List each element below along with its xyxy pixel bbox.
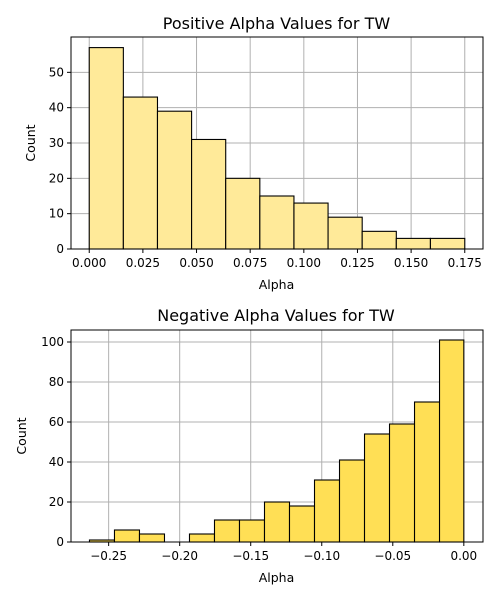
- chart-title: Positive Alpha Values for TW: [163, 14, 391, 33]
- histogram-bar: [388, 423, 416, 543]
- x-tick-label: −0.25: [90, 549, 127, 563]
- axis-ticks: −0.25 −0.20 −0.15 −0.10 −0.05 0.00 0 20 40 60 80 10…: [41, 335, 477, 563]
- histogram-bar: [259, 195, 295, 250]
- y-tick-label: 60: [49, 415, 64, 429]
- histogram-bar: [438, 339, 465, 543]
- histogram-bar: [122, 96, 159, 250]
- histogram-bars: [88, 339, 465, 543]
- histogram-bar: [88, 47, 124, 250]
- histogram-bar: [238, 519, 266, 543]
- x-tick-label: 0.050: [179, 256, 213, 270]
- histogram-bar: [188, 533, 216, 543]
- x-axis-label: Alpha: [259, 570, 295, 585]
- histogram-bar: [363, 433, 391, 543]
- chart-title: Negative Alpha Values for TW: [157, 306, 395, 325]
- histogram-bar: [213, 519, 241, 543]
- histogram-bar: [313, 479, 341, 543]
- histogram-bar: [156, 110, 193, 250]
- x-tick-label: 0.175: [448, 256, 482, 270]
- x-axis-label: Alpha: [259, 277, 295, 292]
- x-tick-label: 0.00: [450, 549, 477, 563]
- x-tick-label: −0.10: [303, 549, 340, 563]
- y-axis-label: Count: [23, 124, 38, 161]
- x-tick-label: 0.150: [394, 256, 428, 270]
- axis-ticks: 0.000 0.025 0.050 0.075 0.100 0.125 0.150 0.175…: [49, 65, 482, 270]
- x-tick-label: −0.15: [232, 549, 269, 563]
- histogram-bar: [191, 138, 227, 250]
- x-tick-label: 0.125: [340, 256, 374, 270]
- y-tick-label: 0: [56, 535, 64, 549]
- histogram-bar: [429, 237, 466, 250]
- x-tick-label: −0.05: [374, 549, 411, 563]
- x-tick-label: −0.20: [161, 549, 198, 563]
- histogram-bar: [413, 401, 441, 543]
- y-tick-label: 30: [49, 136, 64, 150]
- negative-alpha-chart: Negative Alpha Values for TW −0.25 −0.20−…: [14, 306, 484, 585]
- y-tick-label: 20: [49, 495, 64, 509]
- y-tick-label: 40: [49, 101, 64, 115]
- histogram-bar: [327, 216, 363, 250]
- y-tick-label: 80: [49, 375, 64, 389]
- y-tick-label: 40: [49, 455, 64, 469]
- x-tick-label: 0.075: [233, 256, 267, 270]
- histogram-bar: [225, 177, 261, 250]
- y-tick-label: 50: [49, 65, 64, 79]
- histogram-bar: [293, 202, 329, 250]
- x-tick-label: 0.025: [126, 256, 160, 270]
- histogram-bar: [113, 529, 141, 543]
- histogram-bar: [263, 501, 291, 543]
- plot-frame: [70, 329, 484, 543]
- x-tick-label: 0.000: [72, 256, 106, 270]
- positive-alpha-chart: Positive Alpha Values for TW 0.000 0.025 0…: [23, 14, 484, 292]
- histogram-bar: [361, 230, 397, 250]
- y-tick-label: 0: [56, 242, 64, 256]
- histogram-bar: [288, 505, 316, 543]
- histogram-bar: [138, 533, 166, 543]
- y-tick-label: 100: [41, 335, 64, 349]
- y-axis-label: Count: [14, 417, 29, 454]
- histogram-bars: [88, 47, 466, 250]
- histogram-bar: [338, 459, 366, 543]
- y-tick-label: 20: [49, 171, 64, 185]
- x-tick-label: 0.100: [287, 256, 321, 270]
- histogram-bar: [395, 237, 431, 250]
- y-tick-label: 10: [49, 207, 64, 221]
